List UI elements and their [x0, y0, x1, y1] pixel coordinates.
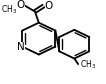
Text: N: N — [17, 42, 25, 52]
Text: CH$_3$: CH$_3$ — [1, 3, 17, 16]
Text: O: O — [45, 1, 53, 11]
Text: O: O — [17, 0, 25, 10]
Text: CH$_3$: CH$_3$ — [80, 58, 96, 71]
